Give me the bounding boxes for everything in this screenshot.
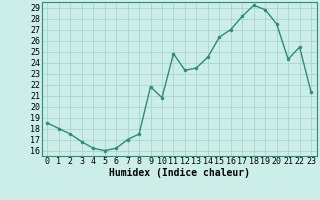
X-axis label: Humidex (Indice chaleur): Humidex (Indice chaleur)	[109, 168, 250, 178]
